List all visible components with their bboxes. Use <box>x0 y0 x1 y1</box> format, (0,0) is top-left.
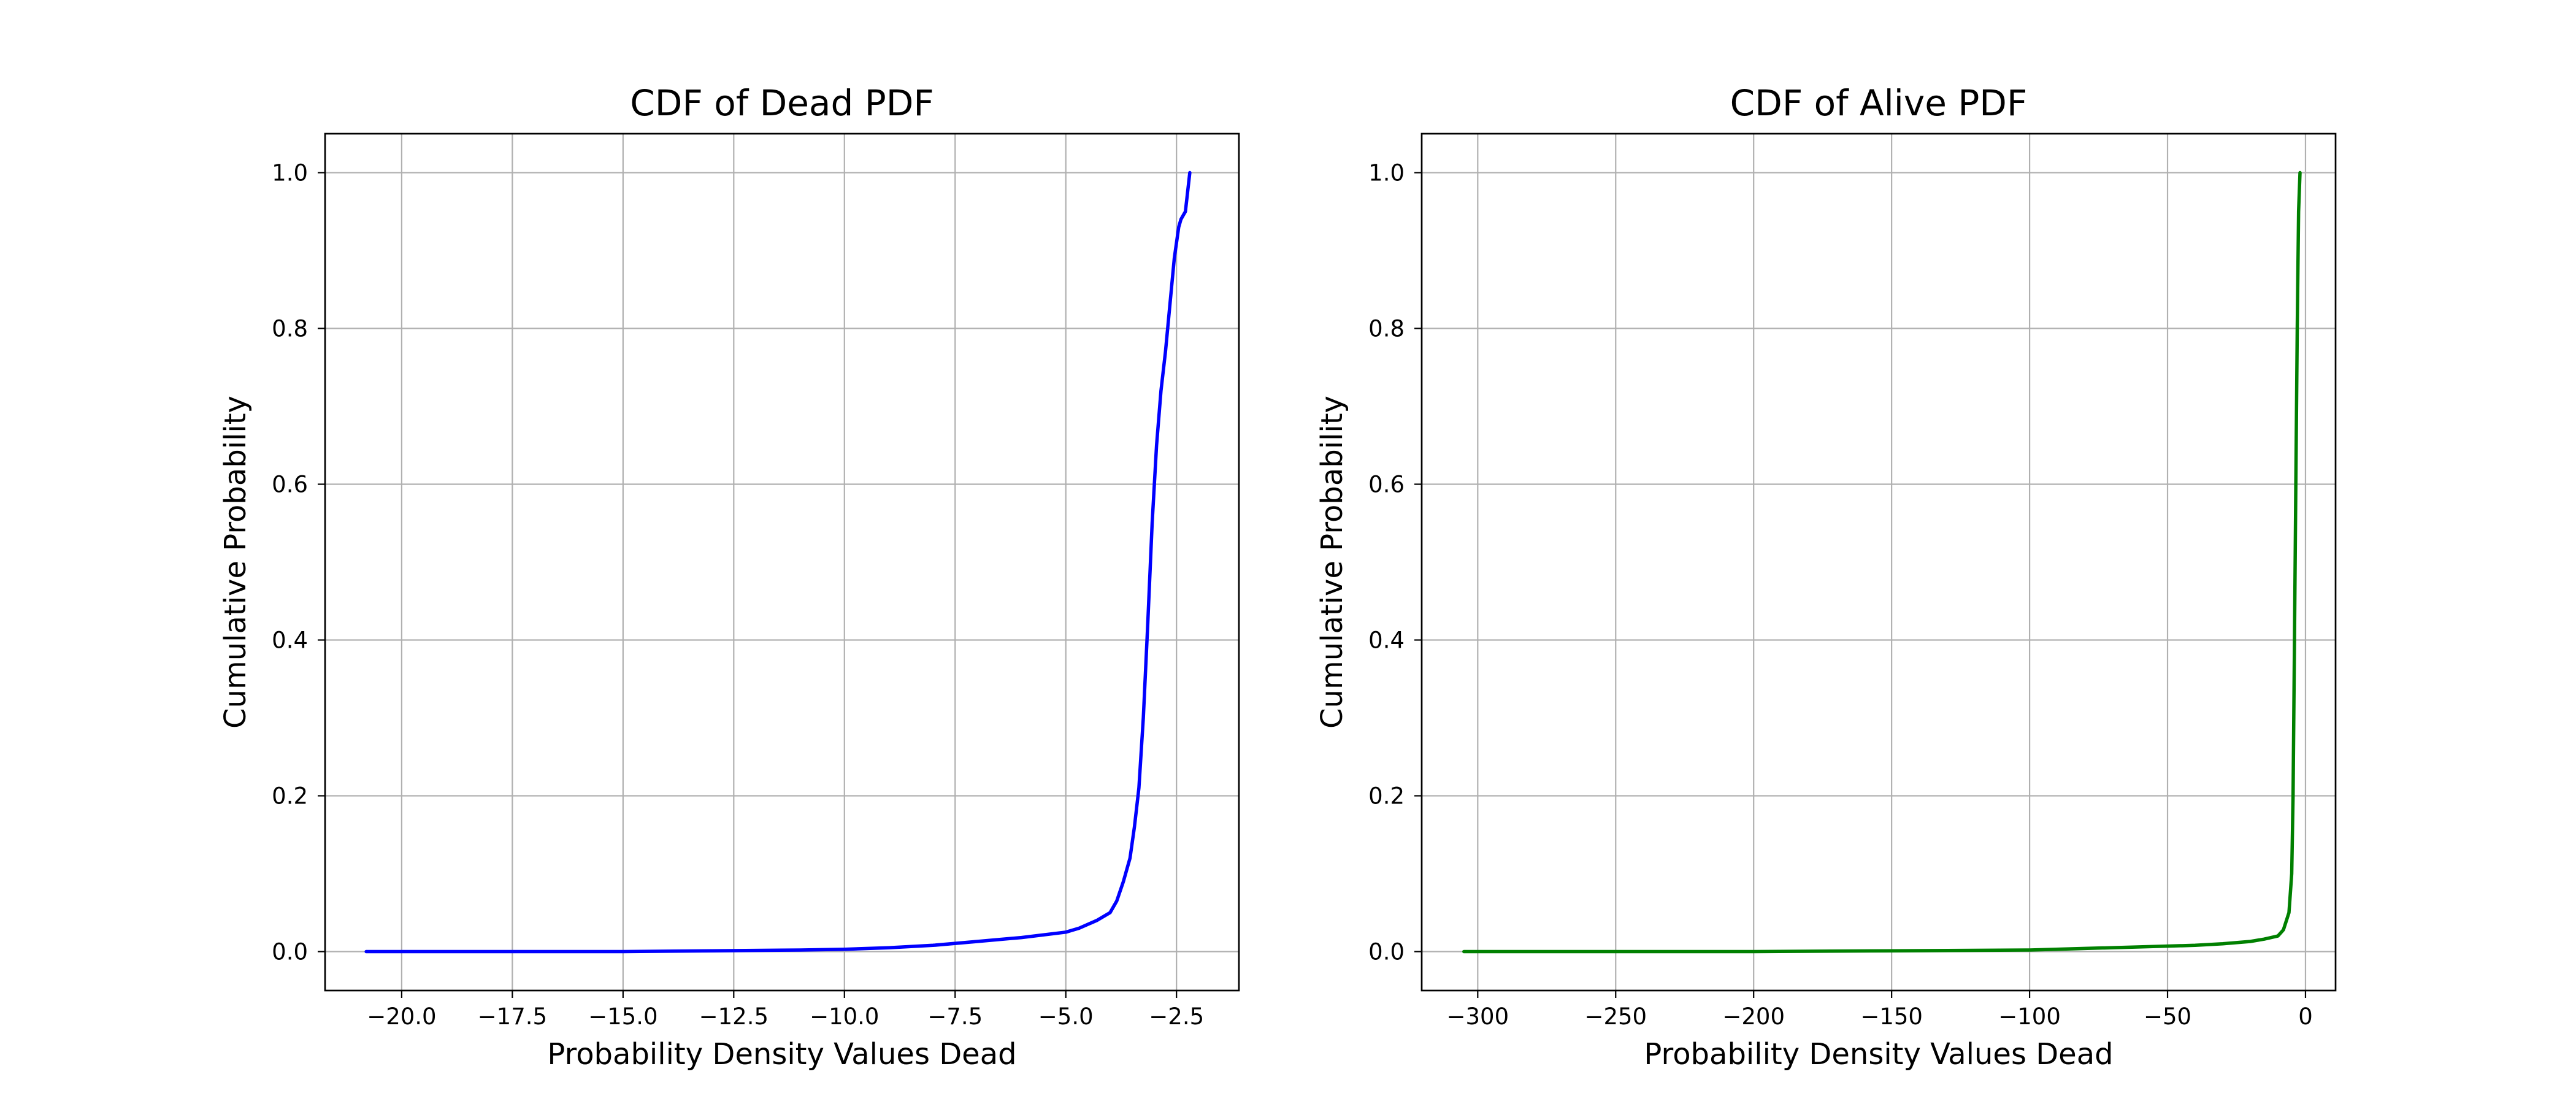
dead-cdf-ytick-label: 0.8 <box>272 316 308 342</box>
alive-cdf-ylabel: Cumulative Probability <box>1315 396 1349 729</box>
dead-cdf-ytick-label: 0.2 <box>272 783 308 810</box>
dead-cdf-xtick-label: −15.0 <box>588 1003 657 1030</box>
alive-cdf-xtick-label: −100 <box>1998 1003 2061 1030</box>
alive-cdf-frame <box>1420 132 2337 992</box>
alive-cdf-ytick-label: 0.8 <box>1368 316 1405 342</box>
dead-cdf-series <box>364 171 1192 954</box>
dead-cdf-ylabel: Cumulative Probability <box>218 396 253 729</box>
dead-cdf-xlabel: Probability Density Values Dead <box>547 1037 1016 1071</box>
alive-cdf-xtick-label: −250 <box>1584 1003 1647 1030</box>
alive-cdf-line-series <box>1462 171 2302 954</box>
alive-cdf-ticks: −300 −250 −200 −150 −100 −50 0 0.0 0.2 0.4 0.6 0.8 1… <box>1368 160 2313 1030</box>
alive-cdf-xtick-label: −50 <box>2144 1003 2191 1030</box>
dead-cdf-xtick-label: −2.5 <box>1149 1003 1204 1030</box>
alive-cdf-xtick-label: −300 <box>1447 1003 1509 1030</box>
alive-cdf-title: CDF of Alive PDF <box>1730 82 2028 124</box>
dead-cdf-xtick-label: −7.5 <box>927 1003 983 1030</box>
dead-cdf-ticks: −20.0 −17.5 −15.0 −12.5 −10.0 −7.5 −5.0 −2.5 0.0… <box>272 160 1204 1030</box>
dead-cdf-title: CDF of Dead PDF <box>630 82 933 124</box>
alive-cdf-ytick-label: 0.0 <box>1368 939 1405 965</box>
alive-cdf-xtick-label: 0 <box>2298 1003 2313 1030</box>
dead-cdf-ytick-label: 0.6 <box>272 472 308 498</box>
alive-cdf-ytick-label: 0.4 <box>1368 627 1405 654</box>
alive-cdf-ytick-label: 0.6 <box>1368 472 1405 498</box>
alive-cdf-series <box>1462 171 2302 954</box>
dead-cdf-ytick-label: 1.0 <box>272 160 308 186</box>
dead-cdf-gridlines <box>325 134 1239 991</box>
dead-cdf-frame <box>324 132 1240 992</box>
dead-cdf-xtick-label: −5.0 <box>1038 1003 1094 1030</box>
dead-cdf-xtick-label: −12.5 <box>699 1003 769 1030</box>
alive-cdf-axes: −300 −250 −200 −150 −100 −50 0 0.0 0.2 0.4 0.6 0.8 1… <box>1315 82 2337 1071</box>
dead-cdf-ytick-label: 0.0 <box>272 939 308 965</box>
alive-cdf-xtick-label: −200 <box>1722 1003 1785 1030</box>
alive-cdf-ytick-label: 1.0 <box>1368 160 1405 186</box>
dead-cdf-axes: −20.0 −17.5 −15.0 −12.5 −10.0 −7.5 −5.0 −2.5 0.0… <box>218 82 1240 1071</box>
alive-cdf-ytick-label: 0.2 <box>1368 783 1405 810</box>
dead-cdf-xtick-label: −17.5 <box>478 1003 547 1030</box>
dead-cdf-xtick-label: −10.0 <box>810 1003 879 1030</box>
alive-cdf-xlabel: Probability Density Values Dead <box>1644 1037 2113 1071</box>
dead-cdf-ytick-label: 0.4 <box>272 627 308 654</box>
alive-cdf-xtick-label: −150 <box>1860 1003 1923 1030</box>
dead-cdf-line-series <box>364 171 1192 954</box>
dead-cdf-xtick-label: −20.0 <box>367 1003 436 1030</box>
